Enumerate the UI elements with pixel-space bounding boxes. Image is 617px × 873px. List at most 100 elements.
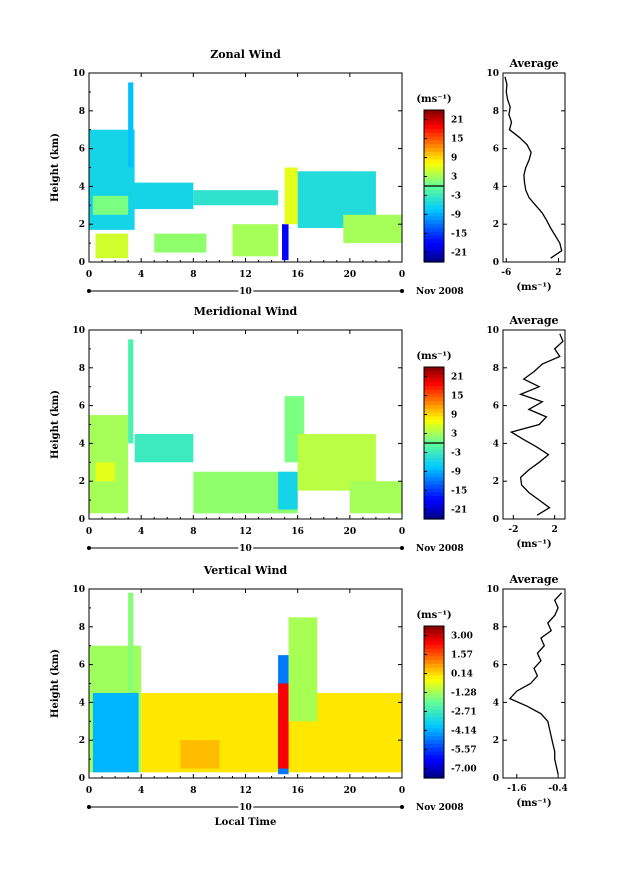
data-patch [89, 129, 135, 230]
x-tick-label: 0 [86, 786, 92, 796]
colorbar-segment [424, 220, 444, 225]
colorbar-segment [424, 721, 444, 726]
colorbar-segment [424, 193, 444, 198]
colorbar-segment [424, 698, 444, 703]
colorbar-unit: (ms⁻¹) [416, 351, 451, 362]
colorbar-segment [424, 420, 444, 425]
profile-x-tick-label: -6 [501, 268, 511, 278]
colorbar-segment [424, 246, 444, 252]
colorbar-segment [424, 740, 444, 745]
colorbar-segment [424, 113, 444, 119]
x-tick-label: 20 [344, 270, 357, 280]
x-tick-label: 12 [239, 527, 252, 537]
colorbar-tick-label: 0.14 [451, 670, 473, 680]
data-patch [128, 592, 134, 693]
x-tick-label: 0 [86, 527, 92, 537]
colorbar-segment [424, 254, 444, 259]
colorbar-tick-label: -7.00 [451, 765, 477, 775]
colorbar-segment [424, 675, 444, 680]
date-axis-end-marker [400, 805, 404, 809]
data-patch [128, 339, 134, 444]
date-day-label: 10 [239, 803, 252, 813]
data-patch [134, 433, 194, 463]
colorbar-tick-label: -2.71 [451, 708, 477, 718]
colorbar-segment [424, 250, 444, 255]
colorbar-segment [424, 144, 444, 149]
colorbar-tick-label: -3 [451, 192, 461, 202]
profile-y-tick-label: 2 [493, 736, 499, 746]
colorbar-segment [424, 431, 444, 436]
colorbar-segment [424, 759, 444, 764]
y-tick-label: 8 [79, 364, 85, 374]
data-patch [193, 190, 279, 206]
chart-title: Meridional Wind [194, 305, 298, 318]
chart-title: Zonal Wind [210, 48, 281, 61]
colorbar-segment [424, 702, 444, 707]
profile-x-tick-label: -1.6 [507, 784, 526, 794]
colorbar-segment [424, 227, 444, 233]
colorbar-segment [424, 709, 444, 714]
profile-y-tick-label: 10 [486, 585, 499, 595]
colorbar-segment [424, 732, 444, 737]
profile-xlabel: (ms⁻¹) [516, 539, 551, 550]
profile-x-tick-label: 2 [555, 268, 561, 278]
colorbar-segment [424, 129, 444, 134]
colorbar-segment [424, 140, 444, 145]
x-tick-label: 4 [138, 786, 144, 796]
colorbar-segment [424, 189, 444, 195]
colorbar-segment [424, 367, 444, 372]
colorbar-segment [424, 473, 444, 478]
colorbar-segment [424, 235, 444, 240]
colorbar-segment [424, 117, 444, 122]
y-axis-label: Height (km) [50, 649, 61, 718]
colorbar-segment [424, 125, 444, 130]
profile-title: Average [508, 573, 558, 586]
colorbar-segment [424, 751, 444, 756]
y-tick-label: 8 [79, 623, 85, 633]
x-tick-label: 0 [399, 786, 405, 796]
colorbar-segment [424, 178, 444, 183]
y-tick-label: 0 [79, 258, 85, 268]
date-axis-start-marker [87, 546, 91, 550]
y-tick-label: 10 [72, 69, 85, 79]
colorbar-tick-label: 3 [451, 173, 457, 183]
colorbar-segment [424, 163, 444, 168]
data-patch [284, 167, 298, 225]
colorbar-segment [424, 416, 444, 421]
colorbar-segment [424, 224, 444, 229]
colorbar-segment [424, 747, 444, 752]
data-patch [180, 740, 220, 769]
profile-y-tick-label: 10 [486, 326, 499, 336]
colorbar-segment [424, 515, 444, 520]
colorbar-segment [424, 458, 444, 463]
x-tick-label: 4 [138, 270, 144, 280]
colorbar-segment [424, 496, 444, 501]
profile-x-tick-label: -2 [508, 525, 518, 535]
colorbar-unit: (ms⁻¹) [416, 610, 451, 621]
colorbar-segment [424, 511, 444, 516]
colorbar-tick-label: 3 [451, 430, 457, 440]
colorbar-segment [424, 462, 444, 467]
profile-line [504, 76, 563, 259]
colorbar-segment [424, 488, 444, 493]
y-tick-label: 0 [79, 515, 85, 525]
y-tick-label: 2 [79, 736, 85, 746]
colorbar-segment [424, 774, 444, 779]
profile-y-tick-label: 4 [493, 439, 499, 449]
x-tick-label: 12 [239, 786, 252, 796]
colorbar-segment [424, 174, 444, 179]
y-tick-label: 8 [79, 107, 85, 117]
colorbar-segment [424, 446, 444, 452]
colorbar-segment [424, 136, 444, 141]
colorbar-segment [424, 637, 444, 642]
colorbar-segment [424, 626, 444, 631]
colorbar-segment [424, 656, 444, 661]
date-axis-start-marker [87, 289, 91, 293]
x-axis-label: Local Time [215, 817, 277, 828]
colorbar-segment [424, 182, 444, 187]
colorbar-segment [424, 393, 444, 398]
colorbar-segment [424, 427, 444, 433]
y-tick-label: 2 [79, 477, 85, 487]
x-tick-label: 0 [399, 527, 405, 537]
colorbar-segment [424, 686, 444, 692]
